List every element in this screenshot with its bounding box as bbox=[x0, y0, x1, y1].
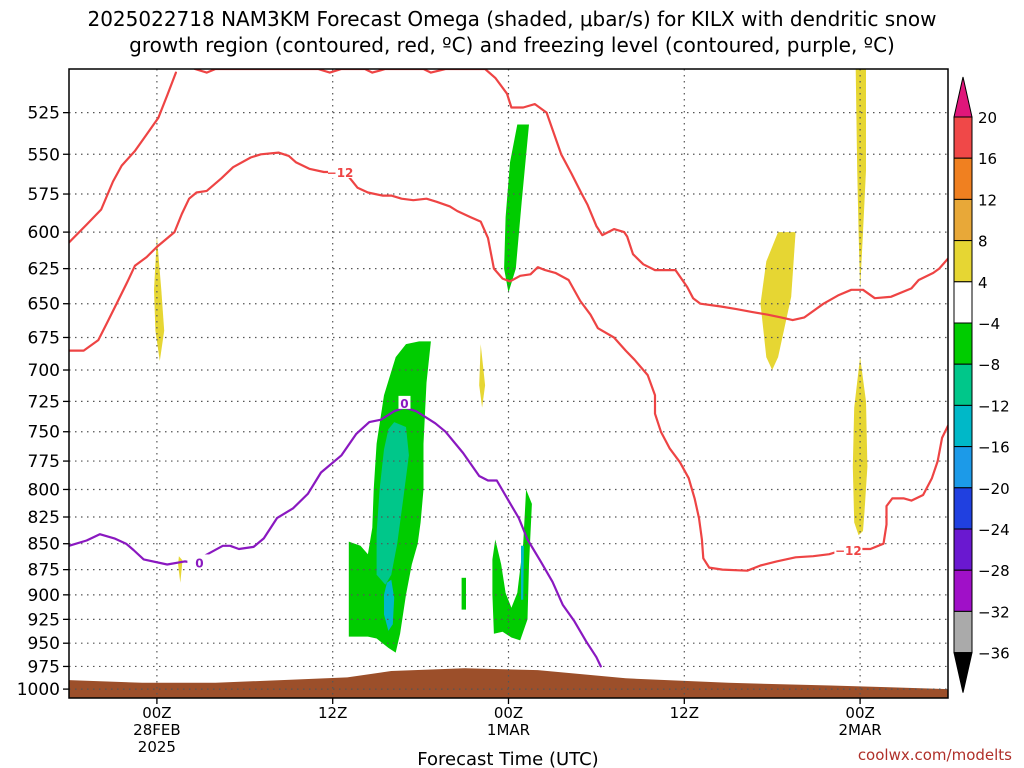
omega-region-yellow-e bbox=[855, 69, 866, 290]
colorbar-bottom-arrow bbox=[953, 652, 973, 693]
colorbar-tick-label-6: −8 bbox=[978, 356, 1000, 374]
colorbar-tick-label-5: −4 bbox=[978, 315, 1000, 333]
terrain-layer bbox=[69, 668, 948, 698]
omega-region-yellow-b bbox=[479, 344, 486, 408]
contour-label-freezing-purple-2: 0 bbox=[400, 397, 408, 411]
x-tick-label-30-2: 1MAR bbox=[487, 721, 530, 739]
pressure-axis: 525 550 575 600 625 650 675 700 725 750 775 800 825 8… bbox=[17, 104, 69, 700]
contour-freezing-purple bbox=[69, 406, 602, 668]
y-tick-label-825: 825 bbox=[28, 508, 60, 528]
contour-label-bg-freezing-purple-2 bbox=[398, 395, 411, 409]
terrain-fill bbox=[69, 668, 948, 698]
y-tick-label-750: 750 bbox=[28, 423, 60, 443]
colorbar-bin-4 bbox=[953, 281, 973, 324]
y-tick-label-625: 625 bbox=[28, 260, 60, 280]
omega-region-yellow-d bbox=[760, 232, 796, 370]
colorbar-bin-5 bbox=[953, 322, 973, 365]
y-tick-label-925: 925 bbox=[28, 610, 60, 630]
y-tick-label-1000: 1000 bbox=[17, 680, 60, 700]
y-tick-label-650: 650 bbox=[28, 295, 60, 315]
omega-region-green-small bbox=[461, 577, 466, 610]
colorbar-tick-label-9: −20 bbox=[978, 480, 1010, 498]
colorbar-bin-12 bbox=[953, 610, 973, 654]
contour-label-bg-dgz-red-inner bbox=[328, 163, 353, 178]
omega-colorbar: 20 16 12 8 4 −4 −8 −12 −16 −20 −24 −28 −32 −36 bbox=[953, 76, 1010, 693]
colorbar-tick-label-3: 8 bbox=[978, 233, 988, 251]
y-tick-label-700: 700 bbox=[28, 361, 60, 381]
colorbar-bin-8 bbox=[953, 446, 973, 489]
y-tick-label-850: 850 bbox=[28, 535, 60, 555]
colorbar-bin-6 bbox=[953, 363, 973, 406]
y-tick-label-875: 875 bbox=[28, 561, 60, 581]
y-tick-label-525: 525 bbox=[28, 104, 60, 124]
omega-region-cyan-mid-a bbox=[521, 545, 524, 600]
colorbar-bin-10 bbox=[953, 528, 973, 571]
colorbar-tick-label-4: 4 bbox=[978, 274, 988, 292]
colorbar-bin-7 bbox=[953, 404, 973, 448]
colorbar-bin-0 bbox=[953, 116, 973, 159]
colorbar-tick-label-2: 12 bbox=[978, 191, 997, 209]
chart-title-line2: growth region (contoured, red, ºC) and f… bbox=[129, 33, 895, 57]
omega-region-yellow-a bbox=[154, 236, 165, 361]
y-tick-label-950: 950 bbox=[28, 634, 60, 654]
contour-dgz-red-inner bbox=[69, 151, 948, 572]
colorbar-tick-label-13: −36 bbox=[978, 645, 1010, 663]
omega-region-green-mid-a bbox=[492, 489, 532, 641]
x-tick-label-6-1: 00Z bbox=[142, 704, 171, 722]
y-tick-label-600: 600 bbox=[28, 223, 60, 243]
y-tick-label-575: 575 bbox=[28, 185, 60, 205]
contour-dgz-red-left bbox=[69, 71, 177, 244]
y-tick-label-900: 900 bbox=[28, 586, 60, 606]
omega-region-cyan-main bbox=[384, 579, 395, 631]
y-tick-label-800: 800 bbox=[28, 480, 60, 500]
colorbar-tick-label-7: −12 bbox=[978, 397, 1010, 415]
y-tick-label-775: 775 bbox=[28, 452, 60, 472]
colorbar-bin-3 bbox=[953, 240, 973, 283]
colorbar-tick-label-10: −24 bbox=[978, 521, 1010, 539]
x-tick-label-54-2: 2MAR bbox=[839, 721, 882, 739]
omega-region-teal-main bbox=[376, 422, 409, 585]
contour-dgz-red-top bbox=[193, 69, 948, 322]
colorbar-tick-label-11: −28 bbox=[978, 562, 1010, 580]
grid-layer bbox=[69, 69, 948, 698]
colorbar-top-arrow bbox=[953, 76, 973, 118]
chart-title-line1: 2025022718 NAM3KM Forecast Omega (shaded… bbox=[87, 7, 936, 31]
contour-label-bg-freezing-purple bbox=[187, 554, 212, 569]
y-tick-label-725: 725 bbox=[28, 392, 60, 412]
colorbar-tick-label-12: −32 bbox=[978, 603, 1010, 621]
colorbar-tick-label-0: 20 bbox=[978, 109, 997, 127]
colorbar-bin-11 bbox=[953, 569, 973, 612]
contour-label-freezing-purple: 0 bbox=[195, 556, 203, 570]
contour-label-dgz-red-inner: −12 bbox=[327, 166, 354, 180]
x-tick-label-42-1: 12Z bbox=[670, 704, 699, 722]
contour-label-bg-dgz-red-inner-2 bbox=[834, 541, 863, 556]
colorbar-tick-label-1: 16 bbox=[978, 150, 997, 168]
colorbar-bin-9 bbox=[953, 487, 973, 530]
x-tick-label-18-1: 12Z bbox=[318, 704, 347, 722]
credit-text: coolwx.com/modelts bbox=[858, 746, 1012, 764]
omega-region-yellow-c bbox=[178, 556, 183, 583]
omega-region-green-upper bbox=[504, 124, 529, 293]
x-tick-label-6-3: 2025 bbox=[138, 738, 176, 756]
x-tick-label-30-1: 00Z bbox=[494, 704, 523, 722]
contour-layer: −12 0 −12 0 bbox=[69, 69, 948, 668]
y-tick-label-975: 975 bbox=[28, 657, 60, 677]
colorbar-tick-label-8: −16 bbox=[978, 439, 1010, 457]
contour-label-dgz-red-inner-2: −12 bbox=[835, 544, 862, 558]
colorbar-bin-1 bbox=[953, 157, 973, 200]
x-tick-label-6-2: 28FEB bbox=[133, 721, 180, 739]
colorbar-bin-2 bbox=[953, 198, 973, 242]
y-tick-label-675: 675 bbox=[28, 328, 60, 348]
x-tick-label-54-1: 00Z bbox=[845, 704, 874, 722]
y-tick-label-550: 550 bbox=[28, 145, 60, 165]
x-axis-label: Forecast Time (UTC) bbox=[417, 749, 598, 768]
